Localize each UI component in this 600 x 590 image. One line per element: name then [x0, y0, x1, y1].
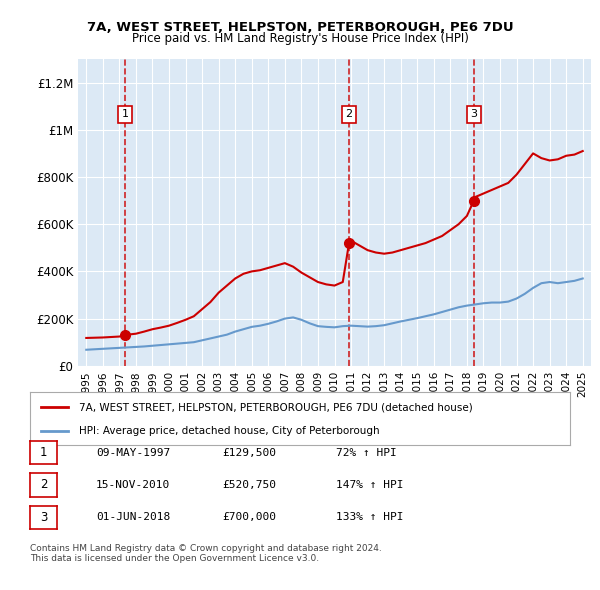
Text: 133% ↑ HPI: 133% ↑ HPI: [336, 513, 404, 522]
Text: 2: 2: [40, 478, 47, 491]
Text: Contains HM Land Registry data © Crown copyright and database right 2024.: Contains HM Land Registry data © Crown c…: [30, 544, 382, 553]
Text: Price paid vs. HM Land Registry's House Price Index (HPI): Price paid vs. HM Land Registry's House …: [131, 32, 469, 45]
Text: 1: 1: [122, 109, 129, 119]
Text: 15-NOV-2010: 15-NOV-2010: [96, 480, 170, 490]
Text: 147% ↑ HPI: 147% ↑ HPI: [336, 480, 404, 490]
Text: £700,000: £700,000: [222, 513, 276, 522]
Text: 3: 3: [470, 109, 478, 119]
Text: 3: 3: [40, 511, 47, 524]
Text: This data is licensed under the Open Government Licence v3.0.: This data is licensed under the Open Gov…: [30, 555, 319, 563]
Text: 7A, WEST STREET, HELPSTON, PETERBOROUGH, PE6 7DU (detached house): 7A, WEST STREET, HELPSTON, PETERBOROUGH,…: [79, 402, 472, 412]
Text: 72% ↑ HPI: 72% ↑ HPI: [336, 448, 397, 457]
Text: HPI: Average price, detached house, City of Peterborough: HPI: Average price, detached house, City…: [79, 425, 379, 435]
Text: 1: 1: [40, 446, 47, 459]
Text: 2: 2: [346, 109, 353, 119]
Text: 7A, WEST STREET, HELPSTON, PETERBOROUGH, PE6 7DU: 7A, WEST STREET, HELPSTON, PETERBOROUGH,…: [86, 21, 514, 34]
Text: £520,750: £520,750: [222, 480, 276, 490]
Text: 01-JUN-2018: 01-JUN-2018: [96, 513, 170, 522]
Text: 09-MAY-1997: 09-MAY-1997: [96, 448, 170, 457]
Text: £129,500: £129,500: [222, 448, 276, 457]
